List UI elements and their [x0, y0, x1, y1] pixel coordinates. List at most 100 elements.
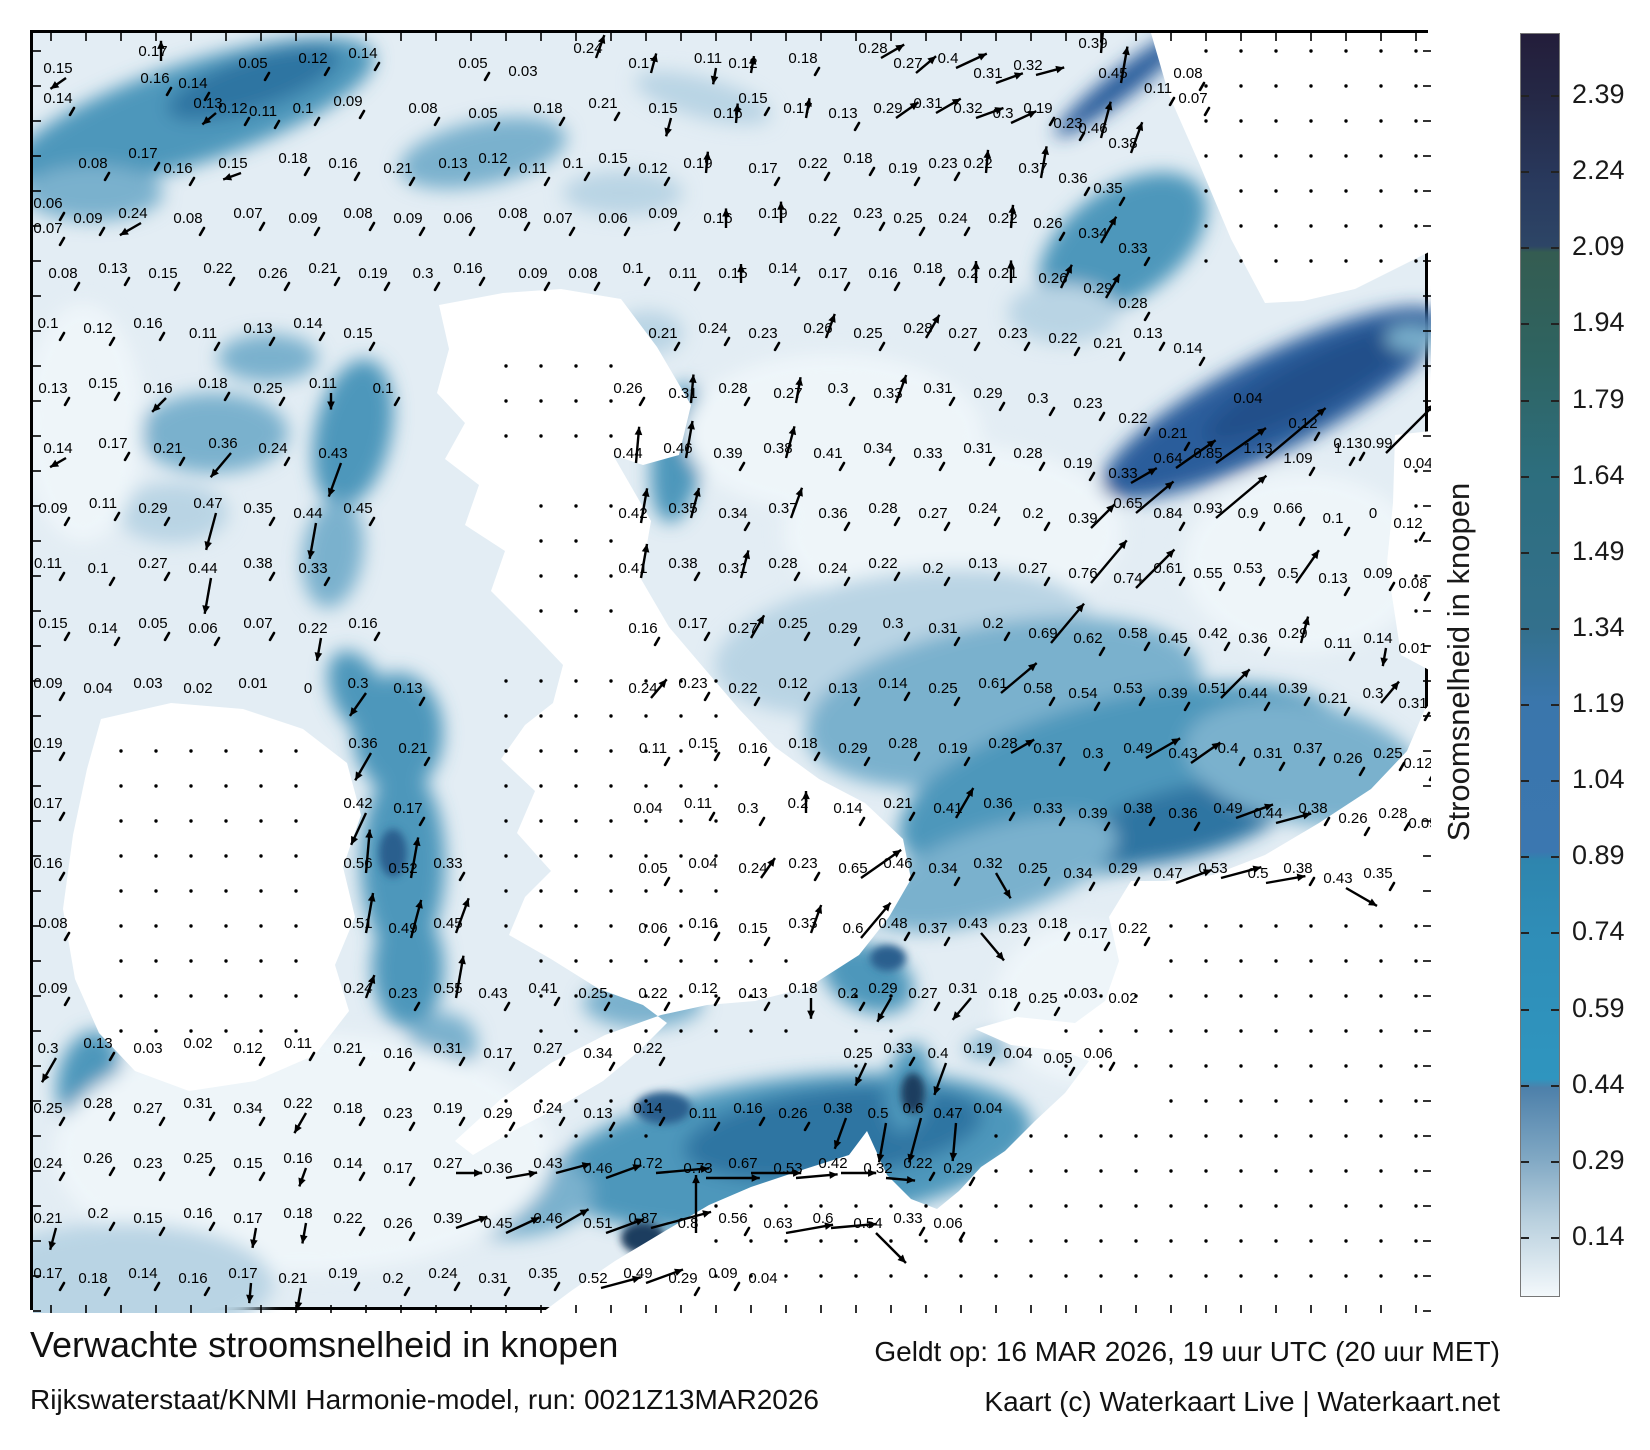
svg-text:0.09: 0.09 [1363, 565, 1392, 582]
svg-text:0.15: 0.15 [688, 735, 717, 752]
svg-text:0.35: 0.35 [668, 500, 697, 517]
svg-text:0.31: 0.31 [718, 560, 747, 577]
svg-text:0.04: 0.04 [83, 680, 112, 697]
svg-text:0.06: 0.06 [443, 210, 472, 227]
svg-text:0.45: 0.45 [1098, 65, 1127, 82]
colorbar-tick-mark [1551, 1008, 1559, 1011]
svg-text:0.1: 0.1 [373, 380, 394, 397]
svg-text:0.93: 0.93 [1193, 500, 1222, 517]
svg-text:0.16: 0.16 [143, 380, 172, 397]
svg-text:0.31: 0.31 [1398, 695, 1427, 712]
svg-text:0.28: 0.28 [988, 735, 1017, 752]
svg-text:0.08: 0.08 [568, 265, 597, 282]
svg-text:0.65: 0.65 [1113, 495, 1142, 512]
svg-text:0.08: 0.08 [343, 205, 372, 222]
svg-text:0.18: 0.18 [283, 1205, 312, 1222]
colorbar-tick-mark [1551, 856, 1559, 859]
svg-text:0.52: 0.52 [578, 1270, 607, 1287]
svg-text:0.14: 0.14 [178, 75, 207, 92]
svg-text:0.16: 0.16 [738, 740, 767, 757]
svg-text:0.18: 0.18 [843, 150, 872, 167]
svg-text:0.17: 0.17 [818, 265, 847, 282]
svg-text:0.25: 0.25 [1018, 860, 1047, 877]
svg-text:0.1: 0.1 [38, 315, 59, 332]
svg-text:0.16: 0.16 [133, 315, 162, 332]
svg-text:0.18: 0.18 [533, 100, 562, 117]
colorbar-tick-label: 2.09 [1572, 231, 1625, 262]
svg-text:0.33: 0.33 [298, 560, 327, 577]
svg-text:0.15: 0.15 [218, 155, 247, 172]
svg-text:0.14: 0.14 [88, 620, 117, 637]
svg-text:0.21: 0.21 [398, 740, 427, 757]
svg-text:0.09: 0.09 [73, 210, 102, 227]
svg-text:0.51: 0.51 [343, 915, 372, 932]
svg-text:0.16: 0.16 [178, 1270, 207, 1287]
svg-text:0.07: 0.07 [233, 205, 262, 222]
svg-text:0.69: 0.69 [1028, 625, 1057, 642]
svg-text:0.25: 0.25 [33, 1100, 62, 1117]
svg-text:0.35: 0.35 [1093, 180, 1122, 197]
svg-text:0.03: 0.03 [1068, 985, 1097, 1002]
svg-text:0.05: 0.05 [138, 615, 167, 632]
svg-text:0.16: 0.16 [163, 160, 192, 177]
svg-text:0.15: 0.15 [598, 150, 627, 167]
colorbar-tick-label: 1.49 [1572, 535, 1625, 566]
svg-text:0.24: 0.24 [818, 560, 847, 577]
svg-text:0.31: 0.31 [963, 440, 992, 457]
svg-text:0.5: 0.5 [1278, 565, 1299, 582]
svg-text:0.37: 0.37 [1033, 740, 1062, 757]
svg-text:0.2: 0.2 [1023, 505, 1044, 522]
svg-text:0.18: 0.18 [788, 980, 817, 997]
svg-text:0.24: 0.24 [343, 980, 372, 997]
svg-text:0.45: 0.45 [433, 915, 462, 932]
colorbar-tick-mark [1551, 627, 1559, 630]
svg-text:0.33: 0.33 [873, 385, 902, 402]
svg-text:0.18: 0.18 [788, 50, 817, 67]
svg-text:0.24: 0.24 [968, 500, 997, 517]
colorbar-tick-label: 1.79 [1572, 383, 1625, 414]
svg-text:0.58: 0.58 [1118, 625, 1147, 642]
svg-text:0.3: 0.3 [993, 105, 1014, 122]
svg-text:0.28: 0.28 [868, 500, 897, 517]
svg-text:0.36: 0.36 [1058, 170, 1087, 187]
svg-text:0.2: 0.2 [923, 560, 944, 577]
colorbar-tick-label: 1.94 [1572, 307, 1625, 338]
svg-text:0.73: 0.73 [683, 1160, 712, 1177]
credit-caption: Kaart (c) Waterkaart Live | Waterkaart.n… [984, 1386, 1500, 1417]
svg-text:0.11: 0.11 [309, 375, 337, 392]
svg-text:0.11: 0.11 [89, 495, 117, 512]
svg-text:0.07: 0.07 [243, 615, 272, 632]
colorbar-tick-label: 1.19 [1572, 688, 1625, 719]
svg-text:0.14: 0.14 [43, 90, 72, 107]
svg-text:0.44: 0.44 [188, 560, 217, 577]
colorbar-tick-mark [1521, 1236, 1529, 1239]
svg-text:0.08: 0.08 [1173, 65, 1202, 82]
svg-text:0.6: 0.6 [813, 1210, 834, 1227]
land-denmark [1387, 431, 1431, 671]
svg-text:0.52: 0.52 [388, 860, 417, 877]
svg-text:0.54: 0.54 [853, 1215, 882, 1232]
svg-text:0.25: 0.25 [843, 1045, 872, 1062]
svg-text:0.11: 0.11 [689, 1105, 717, 1122]
colorbar-tick-label: 1.64 [1572, 459, 1625, 490]
svg-text:1.13: 1.13 [1243, 440, 1272, 457]
svg-text:0.09: 0.09 [33, 675, 62, 692]
svg-text:0.17: 0.17 [393, 800, 422, 817]
land-continent [541, 703, 1431, 1313]
colorbar-tick-mark [1521, 856, 1529, 859]
svg-text:0.26: 0.26 [1038, 270, 1067, 287]
land-norway [1151, 33, 1431, 303]
svg-text:0.25: 0.25 [928, 680, 957, 697]
svg-text:0.28: 0.28 [858, 40, 887, 57]
svg-text:0.24: 0.24 [118, 205, 147, 222]
svg-text:0.03: 0.03 [508, 63, 537, 80]
svg-text:0.46: 0.46 [533, 1210, 562, 1227]
svg-text:0.12: 0.12 [728, 55, 757, 72]
svg-text:0.31: 0.31 [913, 95, 942, 112]
svg-text:0.16: 0.16 [453, 260, 482, 277]
map-plot-area: 0.15 0.17 0.16 0.14 0.05 0.12 0.14 0.05 0.03 0.24… [30, 30, 1431, 1313]
svg-text:0.21: 0.21 [1158, 425, 1187, 442]
svg-text:0.15: 0.15 [148, 265, 177, 282]
svg-text:0.08: 0.08 [498, 205, 527, 222]
